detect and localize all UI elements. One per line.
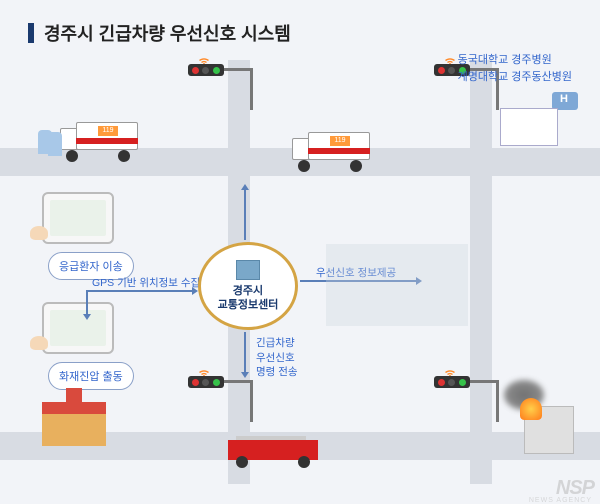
hospital-names: 동국대학교 경주병원 계명대학교 경주동산병원	[458, 52, 572, 85]
fire-station	[42, 392, 106, 446]
server-icon	[236, 260, 260, 280]
tablet-bottom	[42, 302, 114, 354]
title-bar: 경주시 긴급차량 우선신호 시스템	[28, 20, 291, 46]
page-title: 경주시 긴급차량 우선신호 시스템	[44, 20, 291, 46]
medic-icon	[48, 132, 62, 156]
vehicle-code: 119	[330, 136, 350, 146]
watermark-sub: NEWS AGENCY	[529, 497, 592, 504]
hand-icon	[30, 336, 48, 350]
traffic-light-nw	[186, 64, 246, 118]
traffic-light-sw	[186, 376, 246, 430]
monitor-wall	[326, 244, 468, 326]
arrow-center-to-tl-nw	[244, 186, 246, 240]
center-name: 경주시 교통정보센터	[218, 284, 279, 313]
fire-truck	[228, 436, 318, 466]
flame-icon	[520, 398, 542, 420]
hospital-building	[500, 92, 578, 146]
arrow-gps-to-center	[86, 290, 196, 292]
ambulance-center: 119	[292, 130, 370, 170]
traffic-light-se	[432, 376, 492, 430]
tablet-top	[42, 192, 114, 244]
hospital-name-2: 계명대학교 경주동산병원	[458, 69, 572, 86]
label-gps-collect: GPS 기반 위치정보 수집	[92, 276, 200, 291]
arrow-center-to-tl-sw	[244, 332, 246, 376]
label-priority-cmd: 긴급차량 우선신호 명령 전송	[256, 336, 298, 380]
label-fire-dispatch: 화재진압 출동	[48, 362, 134, 390]
arrow-conn	[86, 290, 88, 318]
vehicle-code: 119	[98, 126, 118, 136]
burning-building	[508, 392, 574, 454]
hand-icon	[30, 226, 48, 240]
ambulance-left: 119	[60, 120, 138, 160]
traffic-info-center: 경주시 교통정보센터	[198, 242, 298, 330]
hospital-name-1: 동국대학교 경주병원	[458, 52, 572, 69]
title-tick	[28, 23, 34, 43]
